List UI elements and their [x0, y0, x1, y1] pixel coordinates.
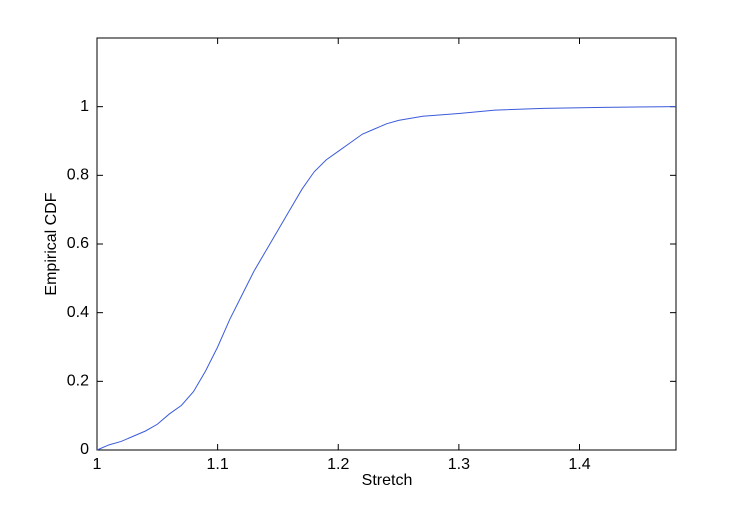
x-tick-label: 1.4	[568, 456, 590, 473]
y-tick-label: 0	[80, 441, 89, 458]
x-tick-label: 1.2	[327, 456, 349, 473]
x-tick-label: 1	[93, 456, 102, 473]
x-axis-label: Stretch	[362, 472, 413, 489]
y-tick-label: 0.8	[67, 167, 89, 184]
y-tick-label: 0.2	[67, 373, 89, 390]
data-line	[96, 106, 677, 451]
y-tick-label: 0.6	[67, 235, 89, 252]
x-tick-label: 1.1	[207, 456, 229, 473]
plot-frame	[96, 37, 677, 451]
y-axis-label: Empirical CDF	[43, 192, 60, 295]
y-tick-label: 1	[80, 98, 89, 115]
x-tick-label: 1.3	[448, 456, 470, 473]
y-tick-label: 0.4	[67, 304, 89, 321]
